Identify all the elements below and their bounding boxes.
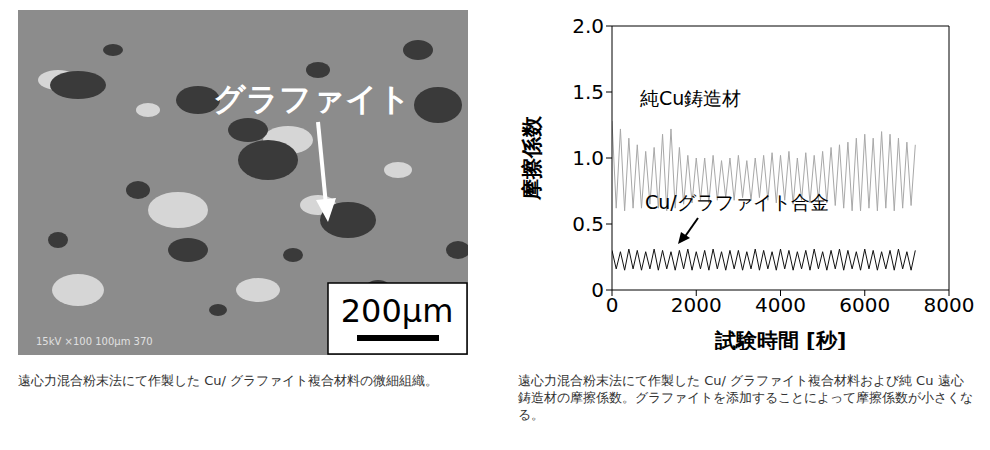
svg-text:15kV ×100 100μm 370: 15kV ×100 100μm 370	[36, 336, 153, 347]
svg-text:6000: 6000	[839, 293, 890, 317]
svg-text:0: 0	[606, 293, 619, 317]
html-text:遠心力混合粉末法にて作製した Cu/ グラファイト複合材料の: 遠心力混合粉末法にて作製した Cu/ グラファイト複合材料の微細組織。	[18, 373, 438, 388]
html-text:Cu/グラファイト合金: Cu/グラファイト合金	[645, 191, 829, 213]
svg-text:グラファイト: グラファイト	[213, 80, 411, 118]
svg-text:0.5: 0.5	[572, 212, 604, 236]
svg-text:0: 0	[591, 278, 604, 302]
html-text:純Cu鋳造材: 純Cu鋳造材	[640, 87, 742, 109]
svg-text:200μm: 200μm	[341, 292, 454, 330]
svg-text:摩擦係数: 摩擦係数	[520, 115, 544, 201]
svg-text:4000: 4000	[755, 293, 806, 317]
svg-text:2.0: 2.0	[572, 14, 604, 38]
svg-text:2000: 2000	[671, 293, 722, 317]
html-text:遠心力混合粉末法にて作製した Cu/ グラファイト複合材料お: 遠心力混合粉末法にて作製した Cu/ グラファイト複合材料および純 Cu 遠心鋳…	[518, 373, 973, 422]
svg-text:1.5: 1.5	[572, 80, 604, 104]
svg-text:1.0: 1.0	[572, 146, 604, 170]
svg-text:試験時間 [秒]: 試験時間 [秒]	[714, 329, 847, 350]
svg-text:8000: 8000	[924, 293, 975, 317]
